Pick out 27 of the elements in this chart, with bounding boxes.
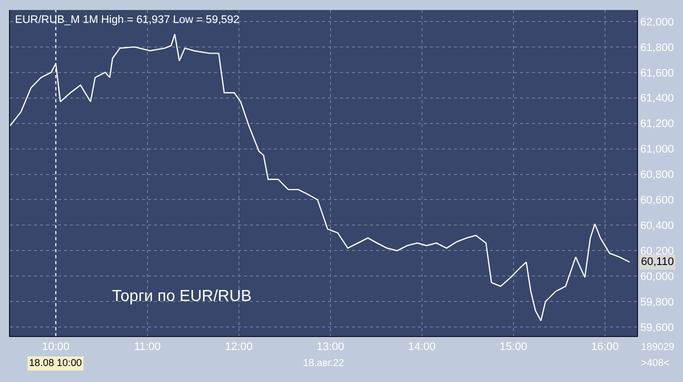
y-tick-label: 60,800: [640, 169, 674, 182]
x-tick-label: 16:00: [591, 341, 619, 354]
y-tick-label: 61,800: [640, 42, 674, 54]
ref-line-label: 18.08 10:00: [29, 358, 82, 369]
y-tick-label: 60,000: [640, 271, 674, 283]
text: >408<: [641, 358, 670, 369]
x-tick-label: 14:00: [408, 341, 436, 354]
text: 18.авг.22: [303, 358, 345, 369]
text: 60,110: [641, 256, 674, 268]
y-tick-label: 62,000: [640, 16, 674, 28]
text: 189029: [641, 342, 675, 353]
y-tick-label: 59,800: [640, 296, 674, 308]
y-tick-label: 59,600: [640, 322, 674, 334]
chart-title: EUR/RUB_M 1M High = 61,937 Low = 59,592: [15, 14, 240, 26]
x-tick-label: 12:00: [225, 341, 253, 354]
x-tick-label: 11:00: [134, 341, 161, 354]
y-tick-label: 61,200: [640, 118, 674, 130]
y-tick-label: 61,000: [640, 144, 674, 156]
y-tick-label: 61,400: [640, 92, 674, 105]
x-tick-label: 13:00: [316, 341, 344, 354]
y-tick-label: 61,600: [640, 67, 674, 80]
annotation: Торги по EUR/RUB: [112, 288, 252, 305]
y-tick-label: 60,200: [640, 246, 674, 258]
x-tick-label: 15:00: [500, 341, 528, 354]
y-tick-label: 60,600: [640, 194, 674, 207]
y-tick-label: 60,400: [640, 220, 674, 232]
x-tick-label: 10:00: [42, 341, 70, 354]
